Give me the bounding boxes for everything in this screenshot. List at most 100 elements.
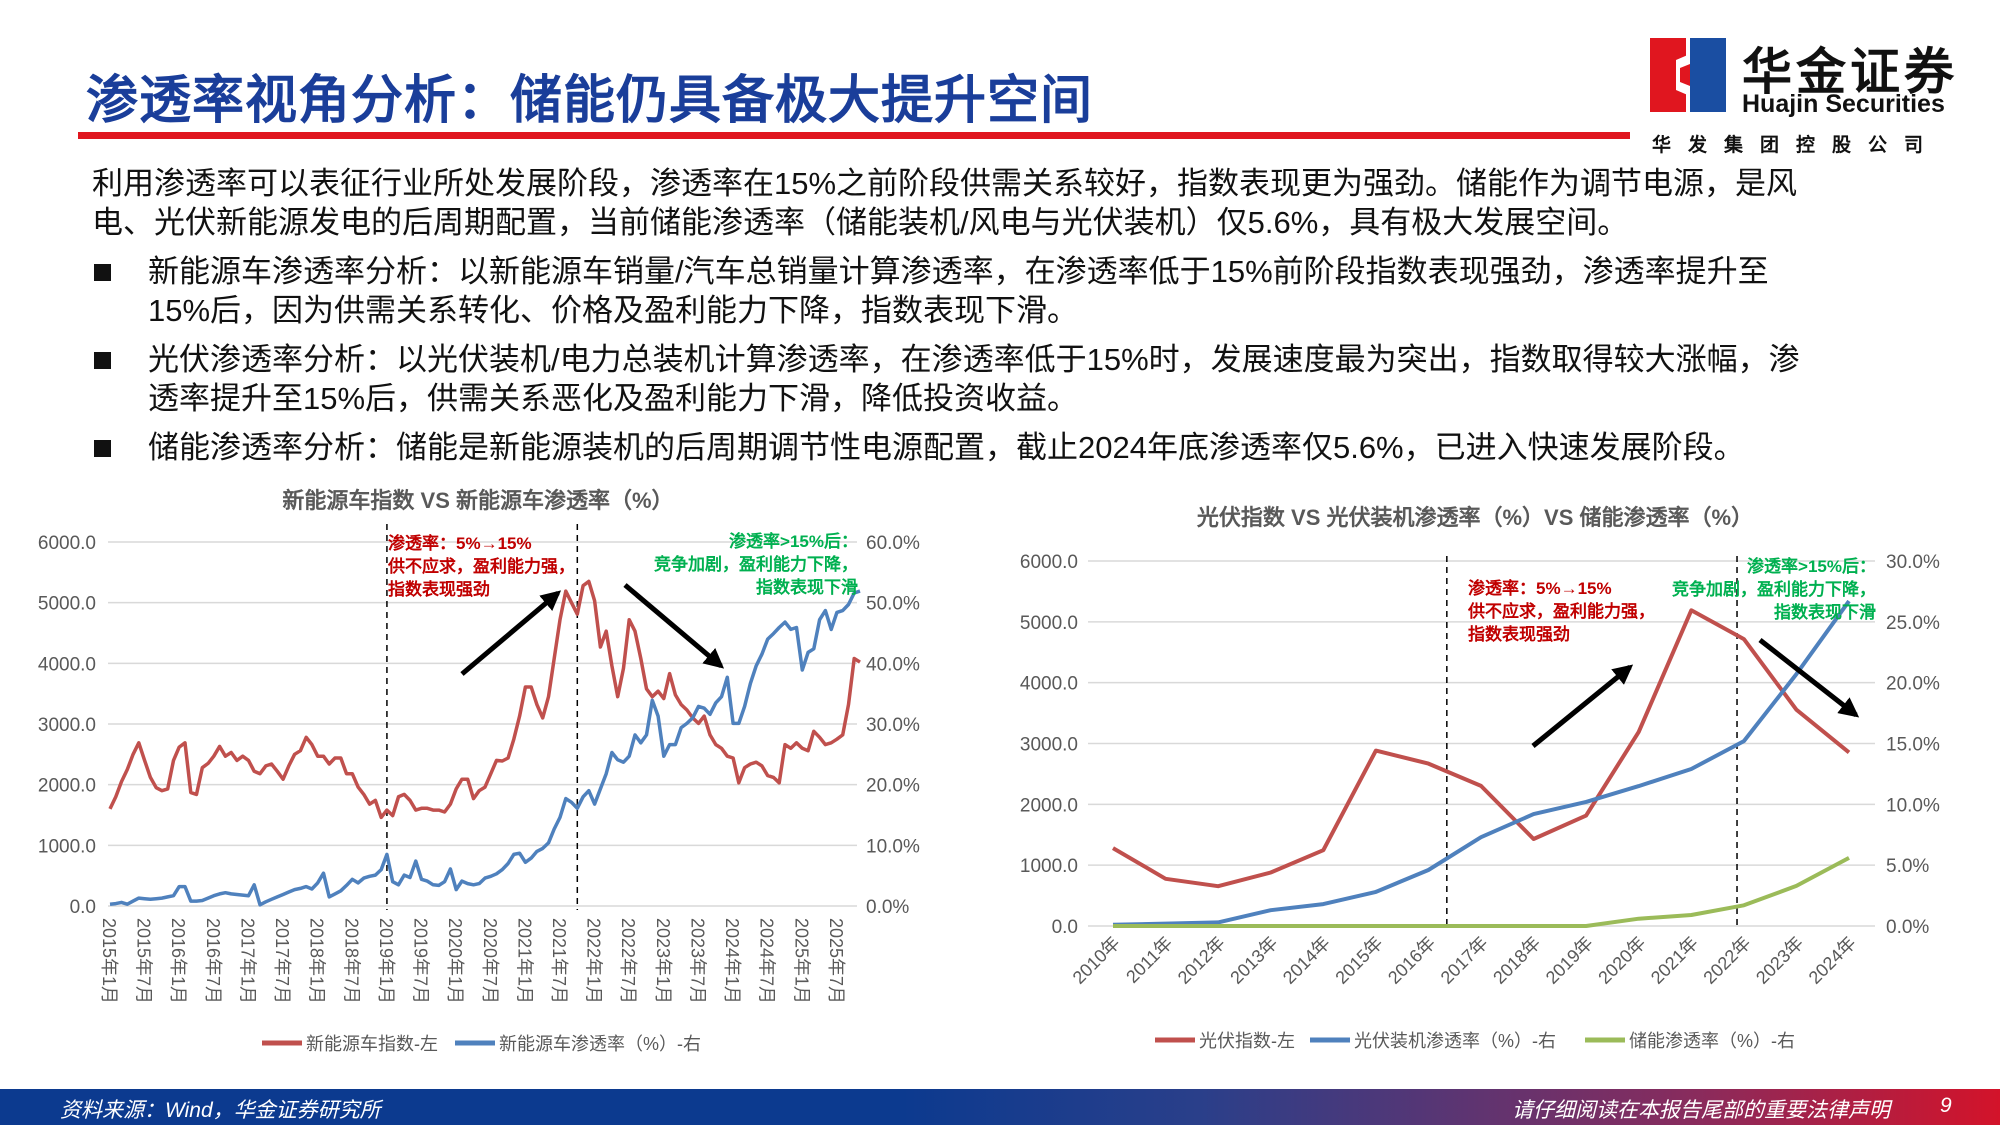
y-right-tick-label: 20.0% — [1886, 674, 1940, 695]
chart-title: 光伏指数 VS 光伏装机渗透率（%）VS 储能渗透率（%） — [1196, 505, 1753, 530]
trend-arrow-down-icon — [623, 583, 725, 669]
y-right-tick-label: 25.0% — [1886, 613, 1940, 634]
trend-arrow-up-icon — [1531, 664, 1634, 748]
y-left-tick-label: 6000.0 — [38, 533, 96, 554]
square-bullet-icon — [94, 264, 111, 281]
bullet-item-ev: 新能源车渗透率分析：以新能源车销量/汽车总销量计算渗透率，在渗透率低于15%前阶… — [92, 252, 1800, 330]
x-tick-label: 2016年7月 — [203, 918, 223, 1004]
x-tick-label: 2019年 — [1542, 933, 1597, 988]
bullet-line: 新能源车渗透率分析：以新能源车销量/汽车总销量计算渗透率，在渗透率低于15%前阶… — [148, 254, 1769, 289]
y-right-tick-label: 0.0% — [866, 897, 909, 918]
decline-annotation-line: 渗透率>15%后： — [1747, 556, 1876, 576]
x-tick-label: 2017年7月 — [272, 918, 292, 1004]
y-left-tick-label: 0.0 — [1052, 917, 1078, 938]
bullet-item-pv: 光伏渗透率分析：以光伏装机/电力总装机计算渗透率，在渗透率低于15%时，发展速度… — [92, 340, 1800, 418]
company-logo: 华金证券 Huajin Securities 华发集团控股公司 — [1650, 38, 1980, 158]
logo-english-name: Huajin Securities — [1742, 90, 1945, 118]
x-tick-label: 2017年1月 — [237, 918, 257, 1004]
chart-title: 新能源车指数 VS 新能源车渗透率（%） — [282, 488, 673, 513]
body-text: 利用渗透率可以表征行业所处发展阶段，渗透率在15%之前阶段供需关系较好，指数表现… — [92, 164, 1800, 467]
y-right-tick-label: 10.0% — [1886, 795, 1940, 816]
y-left-tick-label: 6000.0 — [1020, 552, 1078, 573]
growth-annotation-line: 供不应求，盈利能力强， — [1467, 601, 1655, 621]
x-tick-label: 2014年 — [1279, 933, 1334, 988]
square-bullet-icon — [94, 440, 111, 457]
series-line — [109, 589, 861, 907]
y-left-tick-label: 0.0 — [70, 897, 96, 918]
y-left-tick-label: 3000.0 — [1020, 735, 1078, 756]
decline-annotation-line: 指数表现下滑 — [1774, 602, 1876, 622]
x-tick-label: 2015年1月 — [99, 918, 119, 1004]
bullet-line: 光伏渗透率分析：以光伏装机/电力总装机计算渗透率，在渗透率低于15%时，发展速度… — [148, 342, 1800, 377]
x-tick-label: 2024年7月 — [757, 918, 777, 1004]
bullet-line: 15%后，因为供需关系转化、价格及盈利能力下降，指数表现下滑。 — [148, 293, 1079, 328]
bullet-item-storage: 储能渗透率分析：储能是新能源装机的后周期调节性电源配置，截止2024年底渗透率仅… — [92, 428, 1800, 467]
x-tick-label: 2021年1月 — [514, 918, 534, 1004]
page-number: 9 — [1940, 1094, 1952, 1117]
intro-line: 利用渗透率可以表征行业所处发展阶段，渗透率在15%之前阶段供需关系较好，指数表现… — [92, 166, 1798, 201]
logo-chinese-name: 华金证券 — [1742, 44, 1958, 100]
x-tick-label: 2018年1月 — [307, 918, 327, 1004]
x-tick-label: 2016年1月 — [168, 918, 188, 1004]
y-right-tick-label: 10.0% — [866, 836, 920, 857]
decline-annotation-line: 渗透率>15%后： — [729, 531, 858, 551]
growth-annotation-line: 渗透率：5%→15% — [388, 533, 532, 553]
footer-disclaimer: 请仔细阅读在本报告尾部的重要法律声明 — [1512, 1099, 1890, 1122]
y-left-tick-label: 1000.0 — [1020, 856, 1078, 877]
legend-label: 新能源车渗透率（%）-右 — [499, 1034, 701, 1054]
x-tick-label: 2012年 — [1174, 933, 1229, 988]
x-tick-label: 2021年 — [1647, 933, 1702, 988]
x-tick-label: 2020年1月 — [445, 918, 465, 1004]
x-tick-label: 2022年1月 — [584, 918, 604, 1004]
bullet-line: 储能渗透率分析：储能是新能源装机的后周期调节性电源配置，截止2024年底渗透率仅… — [148, 430, 1745, 465]
decline-annotation-line: 竞争加剧，盈利能力下降， — [1672, 579, 1876, 599]
x-tick-label: 2023年1月 — [653, 918, 673, 1004]
y-right-tick-label: 50.0% — [866, 594, 920, 615]
trend-arrow-down-icon — [1758, 638, 1860, 718]
pv-storage-chart: 光伏指数 VS 光伏装机渗透率（%）VS 储能渗透率（%） 0.0 1000.0 20… — [1020, 505, 1940, 1051]
x-tick-label: 2015年7月 — [134, 918, 154, 1004]
x-tick-label: 2023年7月 — [687, 918, 707, 1004]
x-tick-label: 2025年7月 — [826, 918, 846, 1004]
footer-source: 资料来源：Wind，华金证券研究所 — [60, 1099, 381, 1122]
series-line — [1111, 608, 1851, 889]
x-tick-label: 2024年 — [1805, 933, 1860, 988]
x-tick-label: 2016年 — [1384, 933, 1439, 988]
y-left-tick-label: 3000.0 — [38, 715, 96, 736]
growth-annotation-line: 供不应求，盈利能力强， — [387, 556, 575, 576]
x-tick-label: 2018年 — [1489, 933, 1544, 988]
x-tick-label: 2022年 — [1699, 933, 1754, 988]
y-right-tick-label: 40.0% — [866, 654, 920, 675]
decline-annotation-line: 竞争加剧，盈利能力下降， — [654, 554, 858, 574]
x-tick-label: 2011年 — [1122, 933, 1176, 987]
square-bullet-icon — [94, 352, 111, 369]
y-left-tick-label: 5000.0 — [1020, 613, 1078, 634]
ev-chart: 新能源车指数 VS 新能源车渗透率（%） 0.0 1000.0 2000.0 3000.… — [38, 488, 920, 1054]
x-tick-label: 2013年 — [1226, 933, 1281, 988]
x-tick-label: 2019年7月 — [411, 918, 431, 1004]
x-tick-label: 2010年 — [1069, 933, 1124, 988]
growth-annotation-line: 渗透率：5%→15% — [1468, 578, 1612, 598]
legend-label: 新能源车指数-左 — [306, 1034, 438, 1054]
legend-label: 储能渗透率（%）-右 — [1629, 1031, 1795, 1051]
huajin-logo-icon — [1650, 38, 1726, 112]
y-left-tick-label: 4000.0 — [1020, 674, 1078, 695]
x-tick-label: 2019年1月 — [376, 918, 396, 1004]
y-left-tick-label: 2000.0 — [1020, 795, 1078, 816]
legend-label: 光伏装机渗透率（%）-右 — [1354, 1031, 1556, 1051]
legend-label: 光伏指数-左 — [1199, 1031, 1295, 1051]
x-tick-label: 2020年7月 — [480, 918, 500, 1004]
y-right-tick-label: 0.0% — [1886, 917, 1929, 938]
y-right-tick-label: 20.0% — [866, 776, 920, 797]
decline-annotation-line: 指数表现下滑 — [756, 577, 858, 597]
y-right-tick-label: 30.0% — [866, 715, 920, 736]
bullet-line: 透率提升至15%后，供需关系恶化及盈利能力下滑，降低投资收益。 — [148, 381, 1079, 416]
y-right-tick-label: 15.0% — [1886, 735, 1940, 756]
x-tick-label: 2023年 — [1752, 933, 1807, 988]
intro-line: 电、光伏新能源发电的后周期配置，当前储能渗透率（储能装机/风电与光伏装机）仅5.… — [92, 205, 1629, 240]
title-divider — [78, 132, 1630, 139]
trend-arrow-up-icon — [460, 590, 562, 676]
x-tick-label: 2017年 — [1437, 933, 1492, 988]
intro-paragraph: 利用渗透率可以表征行业所处发展阶段，渗透率在15%之前阶段供需关系较好，指数表现… — [92, 164, 1800, 242]
series-line — [1112, 599, 1851, 927]
